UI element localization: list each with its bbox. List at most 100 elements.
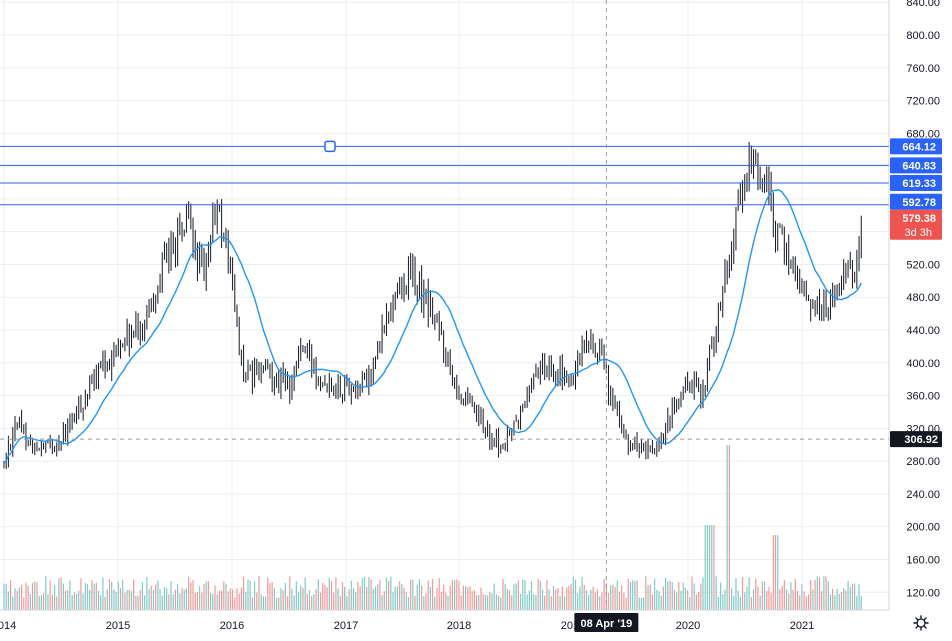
- volume-bar: [278, 597, 280, 610]
- volume-bar: [436, 587, 438, 610]
- volume-bar: [697, 592, 700, 610]
- horizontal-price-lines[interactable]: [0, 140, 889, 206]
- volume-bar: [647, 585, 649, 610]
- volume-bar: [388, 581, 390, 610]
- volume-bar: [614, 586, 616, 610]
- volume-bar: [196, 591, 199, 610]
- volume-bar: [264, 596, 267, 610]
- volume-bar: [533, 594, 535, 610]
- volume-bar: [836, 588, 838, 610]
- volume-bar: [469, 586, 471, 610]
- volume-bar: [322, 583, 324, 610]
- volume-bar: [748, 577, 750, 610]
- volume-bar: [207, 580, 210, 610]
- volume-bar: [752, 589, 755, 610]
- volume-bar: [803, 591, 805, 610]
- volume-bar: [405, 591, 407, 610]
- volume-bar: [583, 584, 585, 610]
- volume-bar: [111, 581, 113, 610]
- volume-bar: [513, 584, 515, 610]
- volume-bar: [522, 579, 524, 610]
- volume-bar: [280, 588, 282, 610]
- volume-bar: [146, 576, 148, 610]
- volume-bar: [148, 588, 150, 610]
- volume-bar: [418, 579, 421, 610]
- volume-bar: [557, 588, 559, 610]
- volume-bar: [249, 580, 251, 610]
- volume-bar: [372, 588, 374, 610]
- volume-bar: [216, 594, 218, 610]
- volume-bar: [843, 588, 845, 610]
- volume-bar: [812, 589, 814, 610]
- volume-bar: [381, 595, 383, 610]
- volume-bar: [649, 584, 651, 610]
- volume-bar: [429, 586, 432, 610]
- volume-bar: [124, 592, 126, 610]
- price-tick-label: 280.00: [906, 456, 940, 468]
- volume-bar: [717, 596, 719, 610]
- volume-bar: [434, 596, 436, 610]
- volume-bar: [251, 597, 253, 610]
- volume-bar: [654, 578, 656, 610]
- volume-bar: [832, 588, 834, 610]
- line-handle[interactable]: [324, 140, 336, 153]
- volume-bar: [768, 586, 770, 610]
- volume-bar: [346, 596, 348, 610]
- time-axis[interactable]: 20142015201620172018201920202021: [0, 620, 814, 632]
- volume-bar: [91, 579, 93, 610]
- volume-bar: [335, 577, 337, 610]
- volume-bar: [407, 597, 410, 610]
- volume-bar: [18, 587, 20, 610]
- volume-bar: [192, 580, 194, 610]
- volume-bar: [632, 580, 634, 610]
- volume-bar: [788, 593, 790, 610]
- volume-bar: [478, 594, 480, 610]
- volume-bar: [794, 578, 796, 610]
- volume-bar: [177, 583, 179, 610]
- volume-bar: [71, 595, 73, 610]
- volume-bar: [706, 525, 708, 610]
- volume-bar: [676, 592, 678, 610]
- price-tag-label: 640.83: [902, 160, 936, 172]
- volume-bar: [205, 581, 207, 610]
- volume-bar: [845, 590, 847, 610]
- volume-bar: [559, 596, 561, 610]
- volume-bar: [225, 583, 227, 610]
- volume-bar: [643, 597, 645, 610]
- volume-bar: [627, 578, 629, 610]
- volume-bar: [86, 583, 89, 610]
- volume-bar: [770, 592, 772, 610]
- volume-bar: [550, 596, 552, 610]
- price-tick-label: 200.00: [906, 522, 940, 534]
- volume-bar: [504, 584, 506, 610]
- volume-bar: [150, 585, 152, 610]
- price-tag: [890, 193, 942, 210]
- volume-bar: [607, 592, 610, 610]
- volume-bar: [12, 596, 14, 610]
- volume-bar: [515, 583, 517, 610]
- volume-bar: [702, 577, 704, 610]
- volume-bar: [724, 589, 726, 610]
- volume-bar: [383, 591, 385, 610]
- volume-bar: [394, 586, 396, 610]
- volume-bar: [229, 588, 232, 610]
- volume-bar: [328, 577, 330, 610]
- volume-bar: [585, 590, 588, 610]
- volume-bar: [269, 582, 271, 610]
- volume-bar: [238, 593, 240, 610]
- volume-bar: [42, 592, 45, 610]
- volume-bar: [763, 581, 766, 610]
- volume-bar: [51, 594, 53, 610]
- current-price-label: 579.38: [902, 213, 936, 225]
- volume-bar: [352, 588, 355, 610]
- settings-gear-icon[interactable]: [913, 615, 929, 631]
- volume-bar: [214, 585, 216, 610]
- volume-bar: [260, 594, 262, 610]
- volume-bar: [823, 576, 825, 610]
- volume-bar: [610, 585, 612, 610]
- volume-bar: [122, 579, 124, 610]
- price-tag-label: 592.78: [902, 197, 936, 209]
- price-axis[interactable]: 120.00160.00200.00240.00280.00320.00360.…: [906, 0, 940, 599]
- volume-bar: [401, 583, 403, 610]
